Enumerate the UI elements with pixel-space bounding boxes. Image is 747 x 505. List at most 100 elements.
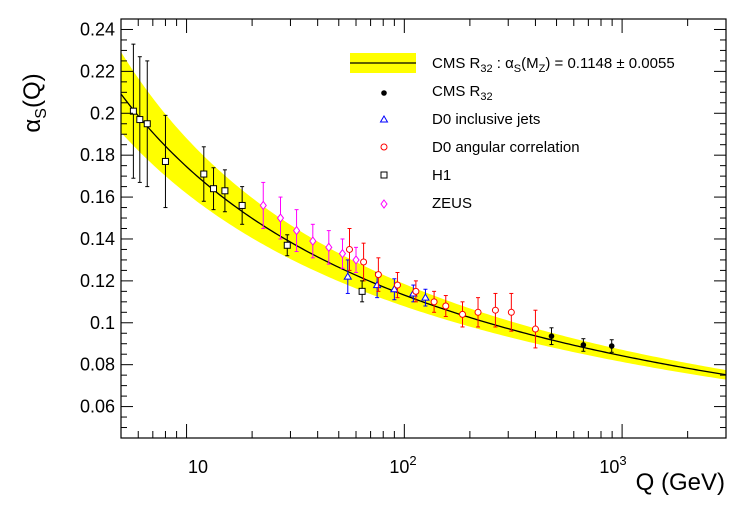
legend-marker-d0-angular	[380, 143, 388, 151]
data-marker	[309, 236, 317, 246]
x-tick-100-exponent: 2	[409, 453, 416, 468]
data-marker	[412, 287, 420, 295]
plot-frame	[120, 18, 727, 439]
x-tick-1000-exponent: 3	[619, 453, 626, 468]
data-point-open-square	[143, 60, 151, 188]
data-point-open-square	[161, 114, 169, 209]
data-point-open-circle	[531, 309, 539, 349]
data-marker	[358, 287, 366, 295]
legend-label-d0-angular: D0 angular correlation	[432, 139, 580, 156]
data-marker	[389, 284, 399, 293]
data-marker	[474, 308, 482, 316]
data-point-open-circle	[507, 292, 515, 332]
data-marker	[393, 281, 401, 289]
data-point-open-circle	[345, 228, 353, 271]
data-marker	[292, 225, 301, 236]
data-point-open-triangle	[389, 278, 399, 301]
data-point-open-square	[238, 186, 246, 225]
legend: CMS R32 : αS(MZ) = 0.1148 ± 0.0055 CMS R…	[350, 53, 675, 212]
x-tick-label-100: 102	[389, 453, 416, 477]
data-point-open-diamond	[292, 209, 301, 253]
data-marker	[325, 242, 333, 253]
data-point-open-square	[221, 169, 229, 213]
data-point-open-diamond	[352, 246, 360, 273]
data-point-open-circle	[474, 297, 482, 328]
y-axis-title: αS(Q)	[19, 73, 50, 132]
legend-fit-label: CMS R32 : αS(MZ) = 0.1148 ± 0.0055	[432, 55, 675, 75]
y-tick-label: 0.16	[80, 187, 115, 207]
data-marker	[507, 308, 515, 316]
data-marker	[491, 306, 499, 314]
y-axis-title-subscript: S	[33, 108, 50, 119]
x-axis-title: Q (GeV)	[636, 469, 725, 496]
axis-ticks	[120, 19, 727, 438]
data-marker	[136, 116, 144, 124]
data-point-open-circle	[374, 257, 382, 292]
data-marker	[283, 241, 291, 249]
data-marker	[580, 342, 587, 348]
data-marker	[221, 187, 229, 195]
data-point-open-square	[358, 280, 366, 303]
data-point-open-triangle	[421, 288, 430, 307]
y-tick-label: 0.22	[80, 61, 115, 81]
data-marker	[338, 248, 347, 259]
data-point-open-diamond	[338, 238, 347, 269]
fit-uncertainty-band	[121, 51, 726, 380]
data-marker	[608, 343, 615, 349]
data-point-open-diamond	[325, 230, 333, 265]
data-point-filled-circle	[580, 338, 587, 352]
legend-label-zeus: ZEUS	[432, 195, 472, 212]
data-marker	[343, 272, 353, 280]
data-marker	[430, 298, 438, 306]
data-marker	[200, 170, 208, 178]
y-tick-label: 0.1	[90, 313, 115, 333]
data-marker	[459, 310, 467, 318]
y-tick-label: 0.12	[80, 271, 115, 291]
data-point-open-circle	[442, 295, 450, 317]
data-marker	[161, 157, 169, 165]
data-point-open-square	[283, 234, 291, 257]
x-tick-label-10: 10	[188, 457, 208, 477]
data-marker	[210, 185, 218, 193]
legend-marker-cms	[381, 90, 387, 96]
data-point-open-circle	[491, 292, 499, 328]
data-marker	[345, 245, 353, 253]
legend-marker-h1	[380, 171, 388, 179]
data-point-filled-circle	[548, 327, 555, 346]
data-marker	[548, 333, 555, 339]
y-tick-label: 0.24	[80, 19, 115, 39]
data-point-filled-circle	[608, 339, 615, 353]
data-marker	[531, 325, 539, 333]
data-point-open-circle	[459, 301, 467, 328]
data-point-open-diamond	[276, 196, 285, 240]
data-marker	[374, 271, 382, 279]
data-point-open-triangle	[343, 259, 353, 294]
data-point-open-circle	[393, 271, 401, 299]
data-marker	[421, 293, 430, 301]
legend-marker-d0-inclusive	[379, 115, 389, 123]
data-point-open-square	[129, 43, 137, 179]
y-tick-labels: 0.06 0.08 0.1 0.12 0.14 0.16 0.18 0.2 0.22 0.24	[80, 19, 115, 416]
y-tick-label: 0.06	[80, 397, 115, 417]
data-marker	[352, 255, 360, 265]
data-point-open-diamond	[309, 223, 317, 259]
data-marker	[442, 302, 450, 310]
data-point-open-circle	[412, 280, 420, 303]
y-tick-label: 0.08	[80, 355, 115, 375]
legend-label-h1: H1	[432, 167, 451, 184]
legend-label-cms: CMS R32	[432, 83, 493, 103]
data-marker	[259, 200, 267, 211]
data-marker	[238, 201, 246, 209]
data-point-open-square	[210, 167, 218, 211]
x-tick-label-1000: 103	[599, 453, 626, 477]
data-marker	[143, 120, 151, 128]
data-point-open-square	[200, 146, 208, 202]
data-marker	[129, 107, 137, 115]
y-tick-label: 0.18	[80, 145, 115, 165]
data-marker	[276, 213, 285, 223]
y-tick-label: 0.2	[90, 103, 115, 123]
fit-curve	[120, 93, 727, 376]
data-marker	[360, 258, 368, 266]
legend-label-d0-inclusive: D0 inclusive jets	[432, 111, 540, 128]
